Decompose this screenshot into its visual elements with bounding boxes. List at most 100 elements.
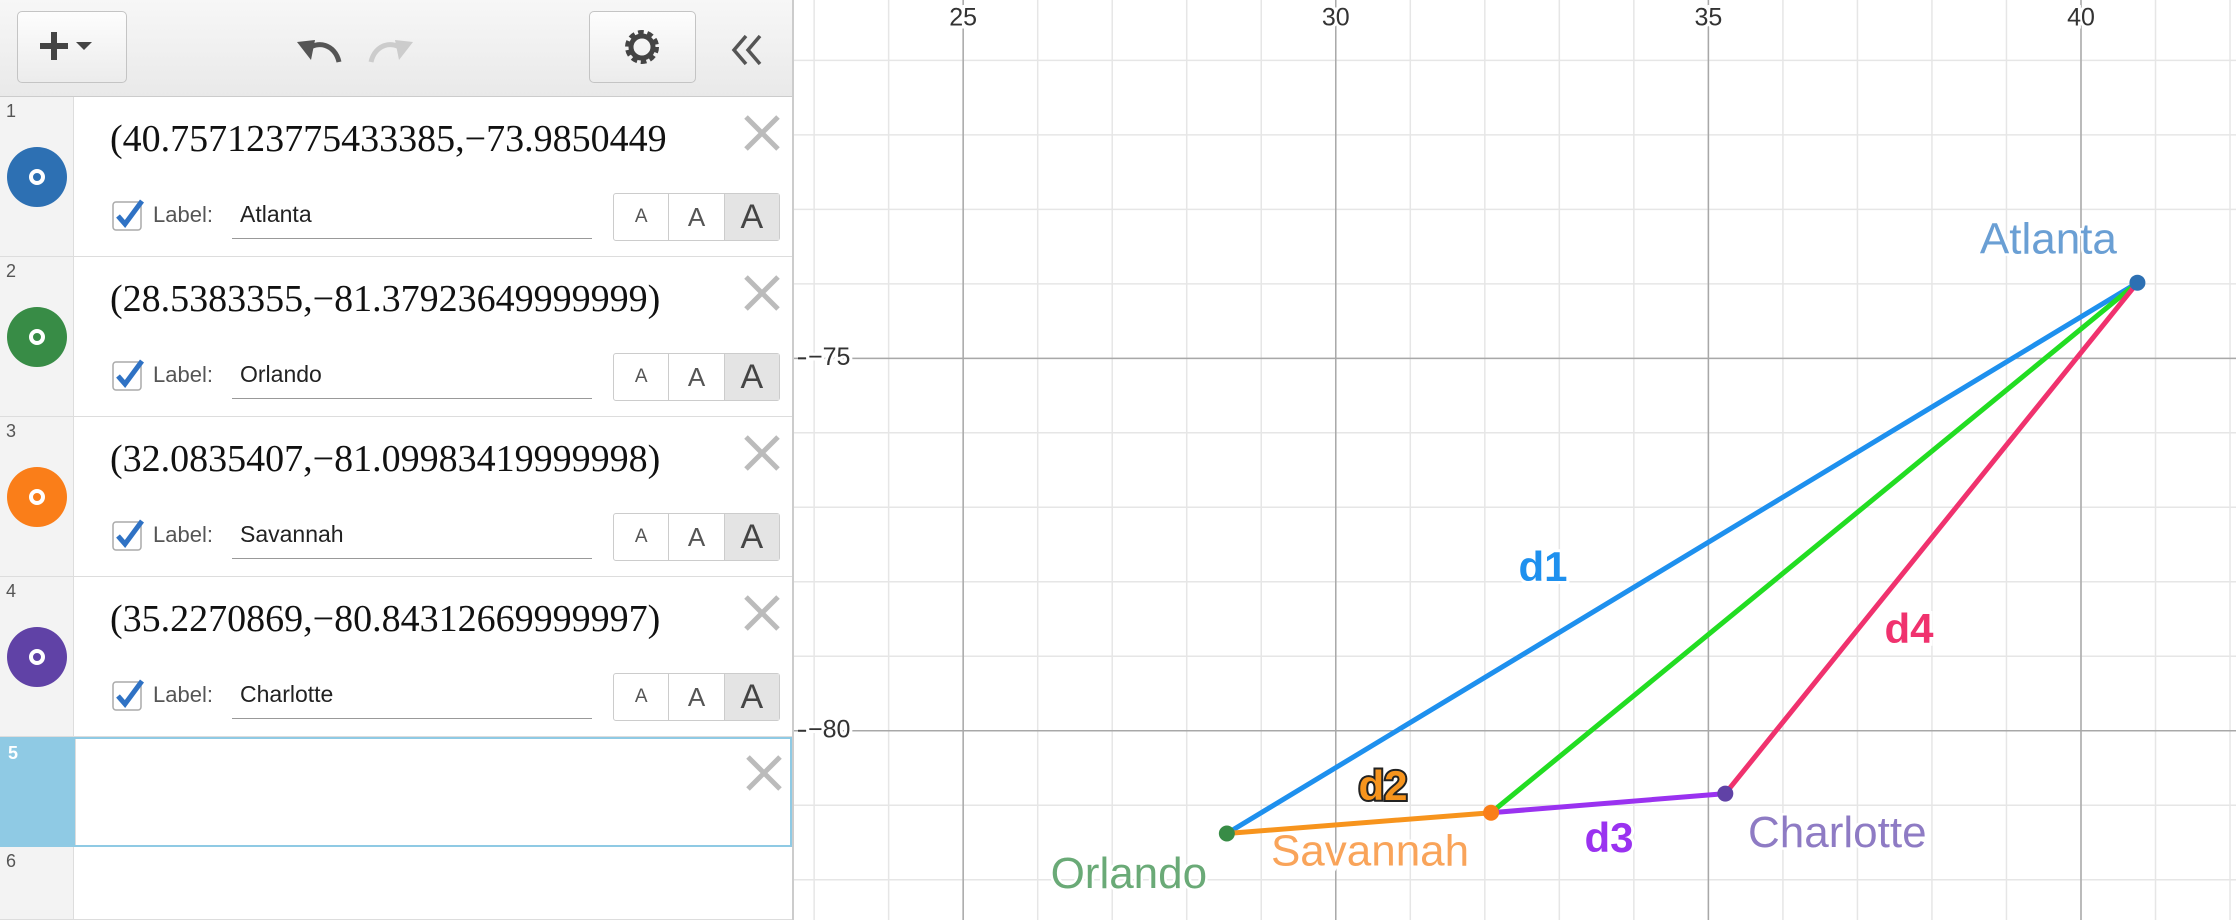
expression-index: 5 (8, 743, 19, 763)
expression-row[interactable]: 3 (32.0835407,−81.09983419999998) Label: Sa… (0, 417, 792, 577)
delete-icon (746, 755, 782, 791)
delete-button[interactable] (742, 433, 782, 473)
label-checkbox[interactable] (111, 518, 145, 552)
label-underline (232, 558, 592, 559)
delete-icon (744, 115, 780, 151)
color-icon[interactable] (7, 627, 67, 687)
label-size-button[interactable]: A (634, 686, 648, 707)
label-caption: Label: (153, 522, 213, 547)
graph-paper[interactable]: 25 30 35 40 −75 −80 d1 d2 d3 d4 Atlanta Orlando Sava… (794, 0, 2236, 920)
point (1717, 785, 1734, 802)
label-size-button[interactable]: A (723, 514, 779, 560)
checkmark (116, 519, 145, 548)
label-underline (232, 718, 592, 719)
expression-text: (32.0835407,−81.09983419999998) (110, 438, 661, 480)
segment-label: d2 (1358, 762, 1407, 809)
label-size-button[interactable]: A (668, 194, 723, 240)
color-icon[interactable] (7, 467, 67, 527)
label-input[interactable]: Orlando (240, 361, 322, 387)
label-size-button[interactable]: A (634, 366, 648, 387)
expression-index: 6 (6, 851, 17, 871)
expression-row[interactable]: 1 (40.757123775433385,−73.9850449 Label: At… (0, 97, 792, 257)
label-caption: Label: (153, 682, 213, 707)
segment (1224, 280, 2140, 837)
point-label: Savannah (1271, 826, 1469, 875)
expression-row[interactable]: 6 (0, 847, 792, 920)
point-label: Charlotte (1748, 808, 1927, 857)
point (1218, 825, 1235, 842)
delete-icon (744, 435, 780, 471)
expression-row[interactable]: 5 (0, 737, 792, 847)
label-size-button[interactable]: A (668, 354, 723, 400)
label-input[interactable]: Savannah (240, 521, 344, 547)
delete-icon (744, 595, 780, 631)
settings-button[interactable] (589, 11, 696, 83)
color-icon[interactable] (7, 147, 67, 207)
label-size-button[interactable]: A (668, 514, 723, 560)
expression-text: (35.2270869,−80.84312669999997) (110, 598, 661, 640)
add-icon (40, 32, 92, 60)
icon-center (29, 489, 45, 505)
delete-button[interactable] (742, 593, 782, 633)
gear-icon (625, 30, 659, 64)
y-tick-label: −75 (808, 343, 850, 371)
toolbar (0, 0, 792, 97)
label-size-button[interactable]: A (634, 206, 648, 227)
add-button[interactable] (17, 11, 127, 83)
label-checkbox[interactable] (111, 198, 145, 232)
label-size-button[interactable]: A (723, 194, 779, 240)
checkmark (116, 679, 145, 708)
label-caption: Label: (153, 362, 213, 387)
segment-label: d3 (1584, 814, 1633, 861)
segment-label: d1 (1518, 543, 1567, 590)
segment-label: d4 (1884, 605, 1934, 652)
label-size-button[interactable]: A (634, 526, 648, 547)
label-underline (232, 398, 592, 399)
x-tick-label: 35 (1694, 4, 1722, 32)
delete-button[interactable] (744, 753, 784, 793)
x-tick-label: 40 (2067, 4, 2095, 32)
expression-index: 2 (6, 261, 17, 281)
checkmark (116, 199, 145, 228)
expression-index: 1 (6, 101, 17, 121)
label-size-button[interactable]: A (668, 674, 723, 720)
point (2129, 274, 2146, 291)
delete-icon (744, 275, 780, 311)
expression-row[interactable]: 4 (35.2270869,−80.84312669999997) Label: Ch… (0, 577, 792, 737)
expression-index: 3 (6, 421, 17, 441)
expression-row[interactable]: 2 (28.5383355,−81.37923649999999) Label: Or… (0, 257, 792, 417)
segment (1488, 280, 2140, 816)
x-tick-label: 25 (949, 4, 977, 32)
icon-center (29, 649, 45, 665)
point (1483, 804, 1500, 821)
point-label: Orlando (1051, 849, 1208, 898)
icon-center (29, 329, 45, 345)
label-input[interactable]: Charlotte (240, 681, 334, 707)
label-caption: Label: (153, 202, 213, 227)
expression-index: 4 (6, 581, 17, 601)
expression-text: (28.5383355,−81.37923649999999) (110, 278, 661, 320)
label-checkbox[interactable] (111, 678, 145, 712)
color-icon[interactable] (7, 307, 67, 367)
label-size-button[interactable]: A (723, 674, 779, 720)
delete-button[interactable] (742, 273, 782, 313)
undo-redo[interactable] (295, 26, 415, 72)
label-size-button[interactable]: A (723, 354, 779, 400)
index-column: 5 (2, 739, 76, 845)
x-tick-label: 30 (1322, 4, 1350, 32)
index-column: 6 (0, 847, 74, 919)
expression-panel: 1 (40.757123775433385,−73.9850449 Label: At… (0, 0, 794, 920)
delete-button[interactable] (742, 113, 782, 153)
segment (1488, 791, 1728, 816)
label-checkbox[interactable] (111, 358, 145, 392)
label-input[interactable]: Atlanta (240, 201, 312, 227)
segment (1224, 810, 1494, 837)
expression-text: (40.757123775433385,−73.9850449 (110, 118, 667, 160)
collapse-button[interactable] (728, 30, 768, 70)
point-label: Atlanta (1980, 214, 2118, 263)
